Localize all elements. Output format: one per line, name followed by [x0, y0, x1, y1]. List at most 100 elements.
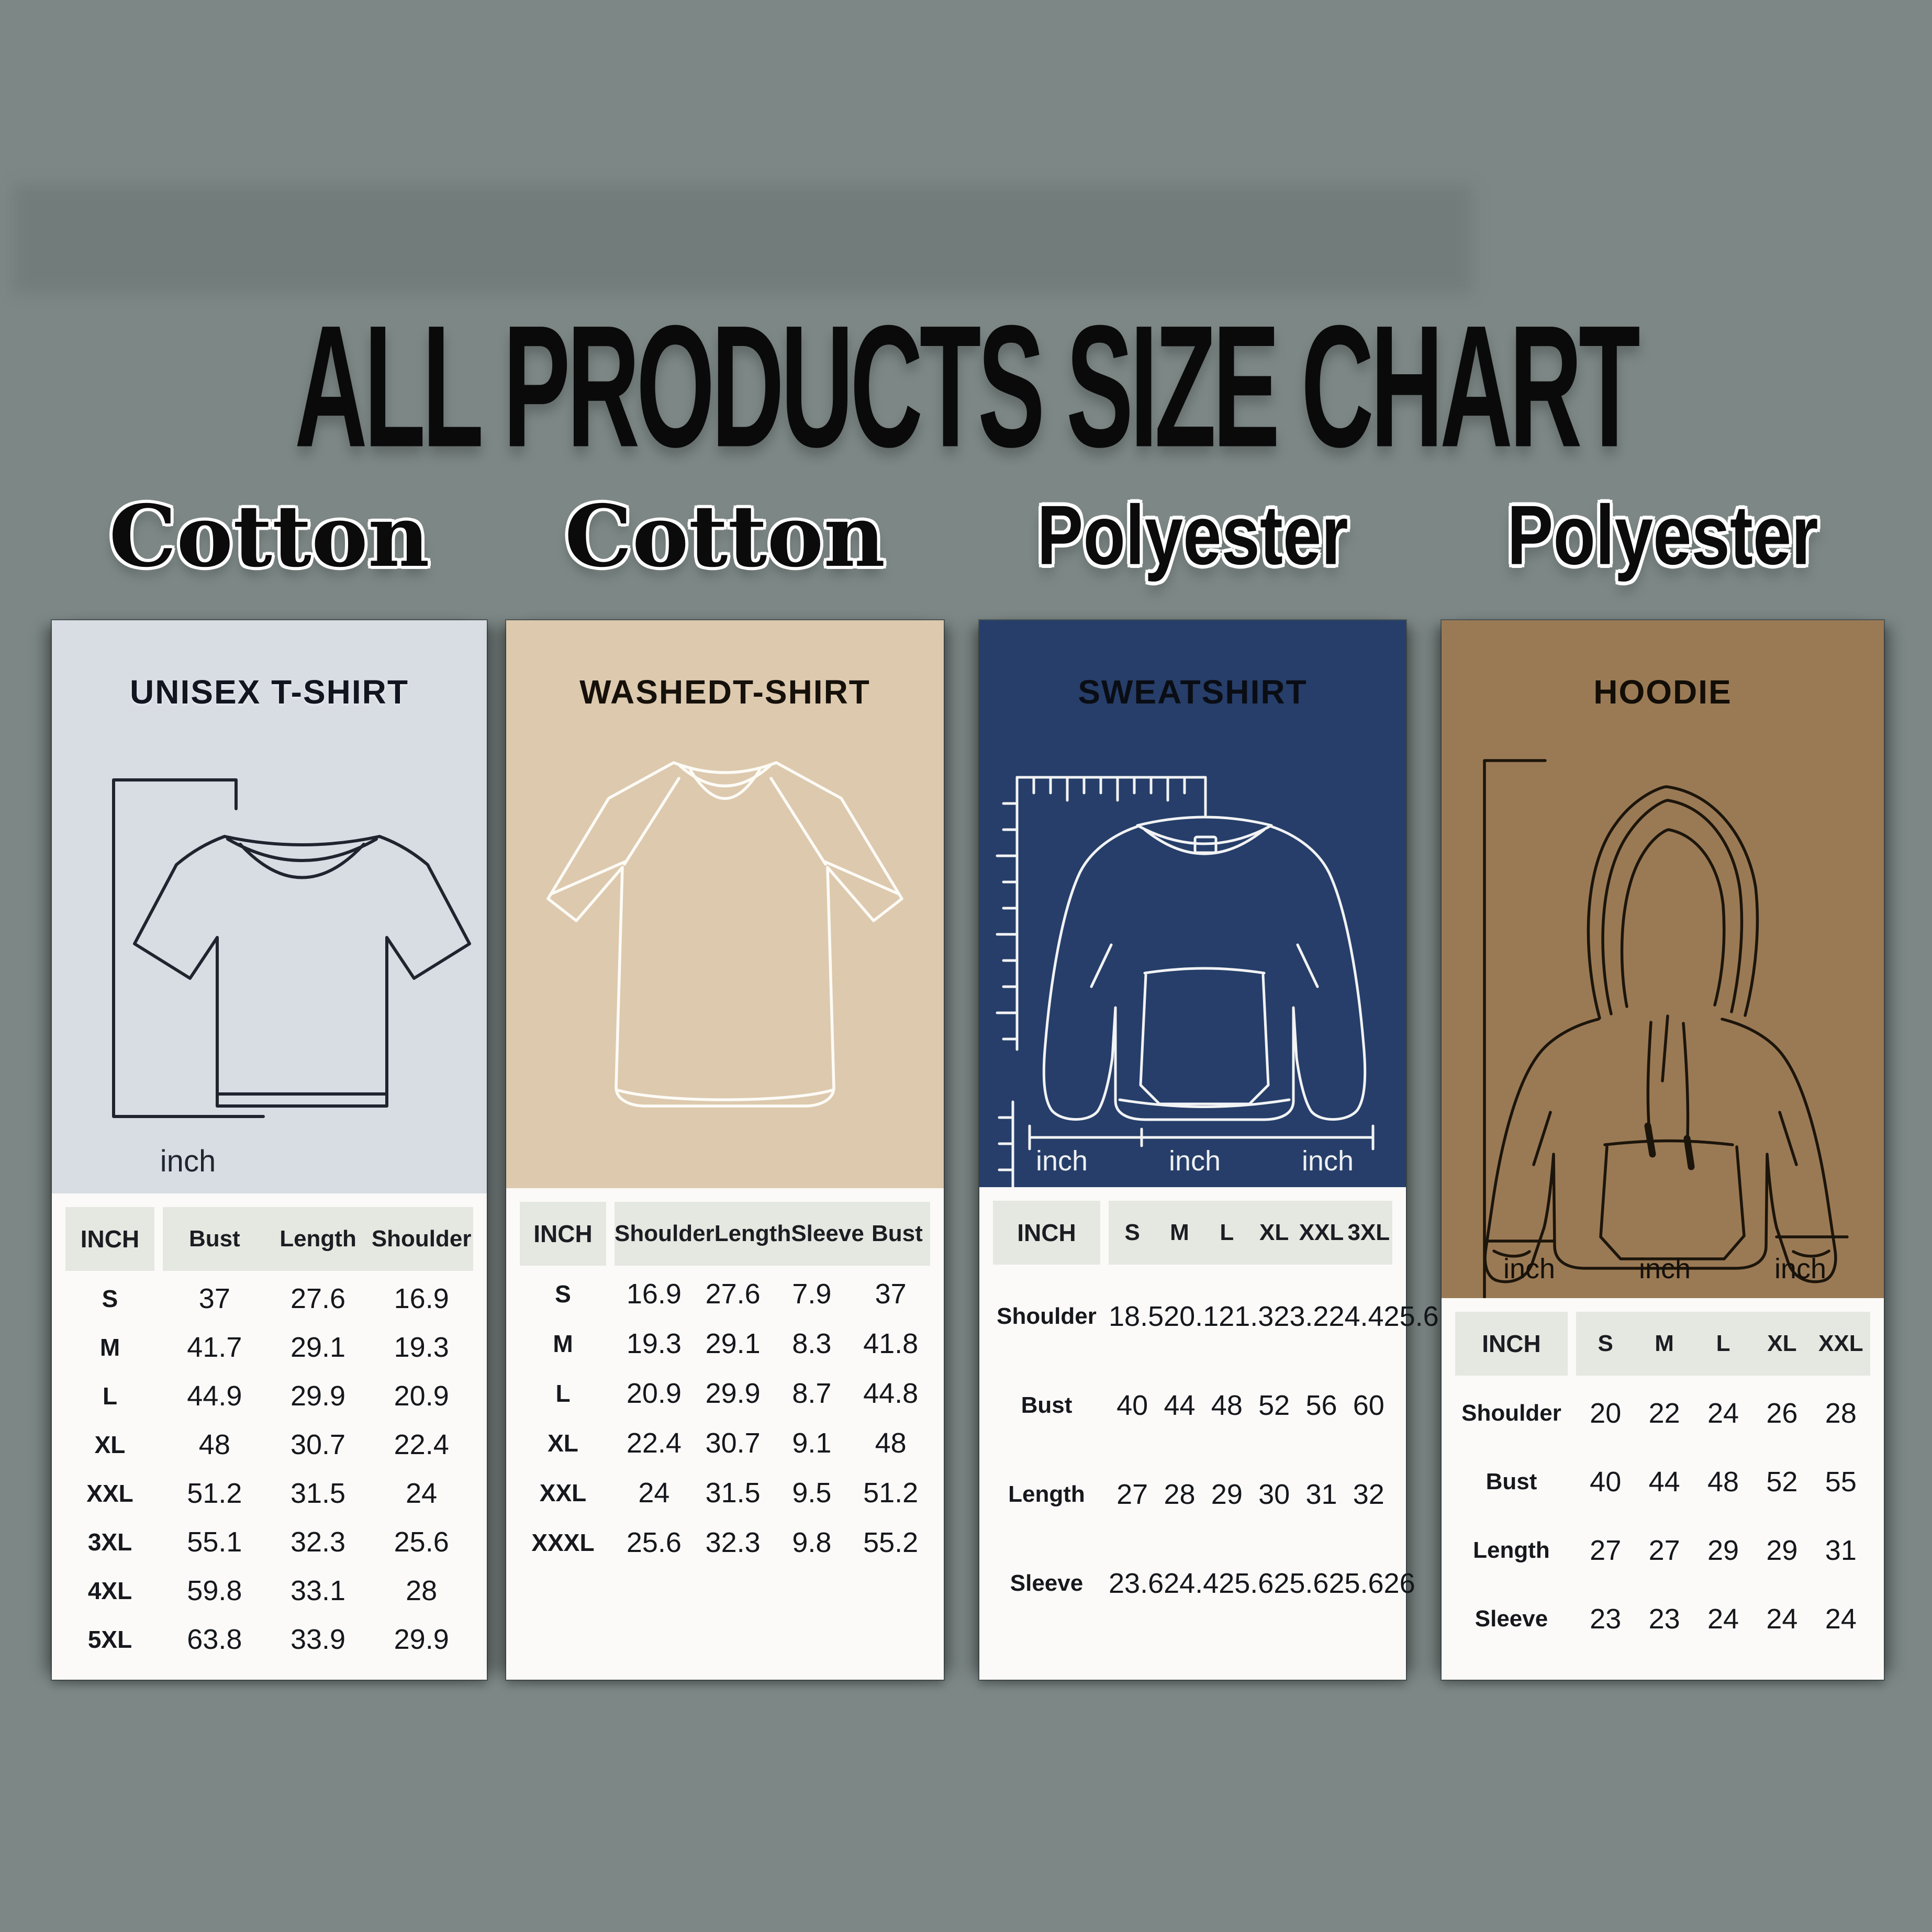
unit-header-cell: INCH [65, 1207, 154, 1271]
value-cell: 55.1 [187, 1526, 242, 1558]
value-cell: 29.9 [705, 1377, 761, 1409]
table-row: Sleeve 23.6 24.4 25.6 25.6 25.6 26 [993, 1539, 1415, 1628]
unit-header-cell: INCH [520, 1202, 606, 1266]
table-row: M 19.3 29.1 8.3 41.8 [520, 1319, 930, 1368]
oversized-tshirt-icon [546, 761, 903, 1108]
table-body: Shoulder 20 22 24 26 28 Bust 40 44 48 52 55 Length 27… [1455, 1379, 1870, 1653]
value-cell: 24 [406, 1477, 438, 1509]
row-label: XXL [86, 1479, 133, 1507]
header-cell: S [1598, 1331, 1613, 1356]
row-values: 16.9 27.6 7.9 37 [615, 1278, 930, 1310]
value-cell: 19.3 [394, 1331, 449, 1363]
product-title: HOODIE [1593, 673, 1732, 711]
value-cell: 29.1 [705, 1327, 761, 1359]
header-cell: Length [280, 1226, 356, 1252]
value-cell: 29.1 [290, 1331, 346, 1363]
value-cell: 25.6 [1328, 1568, 1384, 1599]
material-label-cotton-2: Cotton [564, 487, 886, 586]
row-values: 55.1 32.3 25.6 [163, 1526, 473, 1558]
value-cell: 63.8 [187, 1623, 242, 1655]
row-label: XXL [539, 1479, 587, 1506]
value-cell: 37 [198, 1282, 230, 1314]
row-label: 5XL [87, 1625, 132, 1653]
header-cell: M [1170, 1220, 1189, 1245]
inch-unit-label: inch [1774, 1253, 1826, 1285]
row-values: 27 28 29 30 31 32 [1109, 1478, 1392, 1511]
table-header-row: INCH S M L XL XXL [1455, 1312, 1870, 1376]
row-values: 63.8 33.9 29.9 [163, 1623, 473, 1656]
value-cell: 24 [1825, 1603, 1857, 1635]
value-cell: 9.1 [792, 1427, 832, 1459]
value-cell: 8.3 [792, 1327, 832, 1359]
header-cell: Shoulder [371, 1226, 472, 1252]
row-label: XL [94, 1431, 126, 1458]
size-table-area: INCH Shoulder Length Sleeve Bust S 16.9 27.6 7.9… [506, 1188, 944, 1680]
value-cell: 25.6 [1383, 1301, 1439, 1332]
value-cell: 27 [1648, 1534, 1680, 1566]
table-row: Bust 40 44 48 52 55 [1455, 1447, 1870, 1516]
value-cell: 48 [1211, 1390, 1243, 1421]
value-cell: 41.8 [863, 1327, 919, 1359]
value-cell: 23 [1590, 1603, 1622, 1635]
value-cell: 30 [1258, 1479, 1290, 1510]
value-cell: 25.6 [626, 1526, 682, 1558]
inch-unit-label: inch [1036, 1145, 1088, 1177]
table-row: 5XL 63.8 33.9 29.9 [65, 1615, 473, 1663]
value-cell: 24.4 [1164, 1568, 1219, 1599]
row-label: M [99, 1333, 120, 1361]
value-cell: 23.6 [1109, 1568, 1164, 1599]
row-label: Shoulder [1461, 1400, 1561, 1426]
row-values: 40 44 48 52 55 [1576, 1466, 1870, 1498]
panel-hoodie: HOODIE [1442, 620, 1884, 1680]
panel-sweatshirt: SWEATSHIRT [979, 620, 1439, 1680]
table-row: Shoulder 18.5 20.1 21.3 23.2 24.4 25.6 [993, 1272, 1439, 1361]
product-title: UNISEX T-SHIRT [130, 673, 409, 711]
product-title: SWEATSHIRT [1078, 673, 1308, 711]
value-cell: 44.8 [863, 1377, 919, 1409]
value-cell: 44 [1648, 1466, 1680, 1498]
header-cell: Bust [188, 1226, 240, 1252]
header-cells: S M L XL XXL 3XL [1109, 1201, 1392, 1265]
table-row: Shoulder 20 22 24 26 28 [1455, 1379, 1870, 1447]
row-label: Bust [1486, 1468, 1537, 1494]
row-label: 3XL [87, 1528, 132, 1556]
row-values: 20.9 29.9 8.7 44.8 [615, 1377, 930, 1410]
value-cell: 52 [1258, 1390, 1290, 1421]
size-table: INCH Shoulder Length Sleeve Bust S 16.9 27.6 7.9… [520, 1202, 930, 1680]
value-cell: 26 [1383, 1568, 1415, 1599]
value-cell: 18.5 [1109, 1301, 1164, 1332]
row-label: Length [1473, 1537, 1550, 1563]
table-row: Length 27 28 29 30 31 32 [993, 1450, 1392, 1539]
value-cell: 28 [1825, 1397, 1857, 1429]
value-cell: 24 [1707, 1397, 1739, 1429]
table-row: L 20.9 29.9 8.7 44.8 [520, 1368, 930, 1418]
material-label-polyester-2: Polyester [1507, 488, 1818, 582]
row-values: 25.6 32.3 9.8 55.2 [615, 1526, 930, 1559]
value-cell: 16.9 [394, 1282, 449, 1314]
material-label-polyester-1: Polyester [1037, 488, 1348, 582]
header-cell: L [1220, 1220, 1234, 1245]
value-cell: 48 [875, 1427, 907, 1459]
table-row: XL 48 30.7 22.4 [65, 1420, 473, 1469]
inch-unit-label: inch [160, 1144, 216, 1178]
inch-unit-label: inch [1168, 1145, 1221, 1177]
value-cell: 31 [1305, 1479, 1337, 1510]
row-values: 27 27 29 29 31 [1576, 1534, 1870, 1567]
row-values: 20 22 24 26 28 [1576, 1397, 1870, 1430]
tshirt-illustration-area: UNISEX T-SHIRT inch [52, 620, 487, 1193]
header-cell: Sleeve [791, 1221, 864, 1246]
faded-watermark-band [13, 184, 1473, 294]
row-values: 22.4 30.7 9.1 48 [615, 1427, 930, 1459]
inch-unit-labels: inch inch inch [979, 1145, 1406, 1177]
row-values: 44.9 29.9 20.9 [163, 1380, 473, 1412]
table-row: M 41.7 29.1 19.3 [65, 1323, 473, 1371]
size-table: INCH Bust Length Shoulder S 37 27.6 16.9 M 41.7 29… [65, 1207, 473, 1680]
value-cell: 59.8 [187, 1574, 242, 1606]
value-cell: 37 [875, 1278, 907, 1310]
row-label: Length [1008, 1481, 1085, 1507]
table-row: XXL 24 31.5 9.5 51.2 [520, 1468, 930, 1517]
table-row: XL 22.4 30.7 9.1 48 [520, 1418, 930, 1468]
value-cell: 48 [1707, 1466, 1739, 1498]
unit-header-cell: INCH [993, 1201, 1100, 1265]
